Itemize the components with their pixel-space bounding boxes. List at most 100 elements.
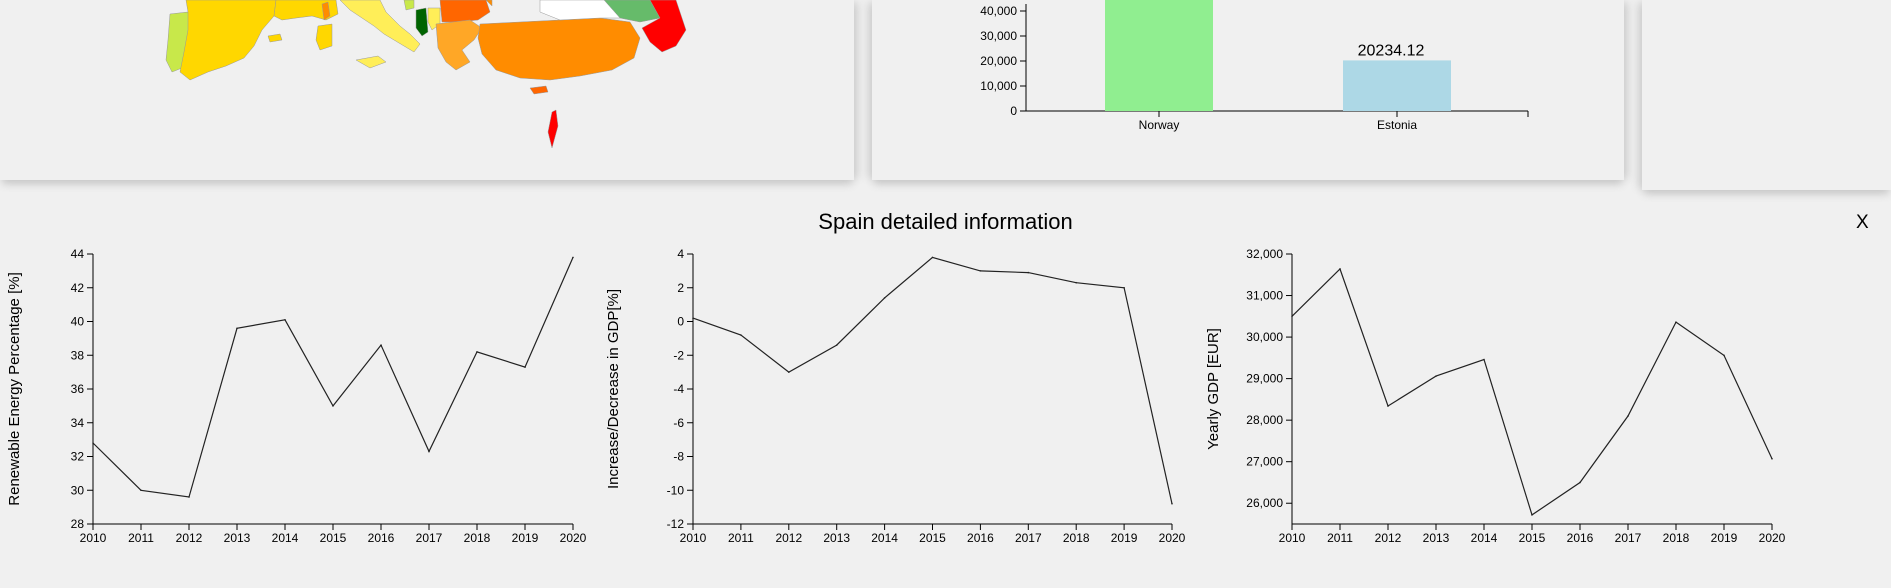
y-tick-label: -8 [673,450,684,464]
x-tick-label: 2013 [1423,531,1450,545]
map-country-black-sea-coast[interactable] [539,0,621,21]
y-tick-label: -2 [673,348,684,362]
y-tick-label: 28,000 [1246,413,1283,427]
bar-data-label: 20234.12 [1358,42,1425,59]
map-country-slovenia[interactable] [403,0,415,11]
data-point [1123,286,1125,289]
map-country-sardinia[interactable] [315,23,333,51]
map-panel [0,0,854,180]
data-point [1579,481,1581,484]
y-axis-label: Yearly GDP [EUR] [1205,328,1222,450]
x-tick-label: 2010 [80,531,107,545]
series-line [692,256,1173,504]
x-tick-label: 2013 [224,531,251,545]
map-country-balearic[interactable] [267,33,283,43]
data-point [1531,514,1533,516]
map-country-montenegro[interactable] [415,7,429,37]
x-tick-label: 2017 [1615,531,1642,545]
data-point [1627,415,1629,417]
y-tick-label: 27,000 [1246,455,1283,469]
data-point [92,442,94,444]
data-point [284,319,286,321]
data-point [1339,268,1341,270]
y-tick-label: 34 [71,416,85,430]
data-point [1291,315,1293,318]
data-point [524,366,526,368]
x-tick-label: 2020 [1159,531,1186,545]
data-point [931,256,934,259]
bar-estonia [1343,60,1451,111]
x-tick-label: 2014 [1471,531,1498,545]
x-tick-label: 2016 [967,531,994,545]
data-point [1483,358,1485,361]
x-tick-label: 2018 [1063,531,1090,545]
x-tick-label: 2017 [416,531,443,545]
data-point [788,371,790,373]
close-button[interactable]: X [1856,212,1869,233]
series-line [1291,267,1773,516]
map-country-serbia[interactable] [439,0,491,23]
data-point [692,317,694,319]
map-country-spain[interactable] [179,0,277,81]
x-tick-label: 2013 [823,531,850,545]
x-tick-label: 2010 [1279,531,1306,545]
map-country-israel[interactable] [547,109,559,149]
data-point [428,450,430,453]
y-tick-label: 26,000 [1246,496,1283,510]
map-country-cyprus[interactable] [529,85,549,95]
y-axis-label: Increase/Decrease in GDP[%] [605,289,622,489]
map-country-italy[interactable] [339,0,421,53]
map-country-bulgaria[interactable] [485,0,493,7]
data-point [740,334,742,336]
y-tick-label: 32 [71,450,85,464]
data-point [979,270,982,272]
x-tick-label: 2012 [1375,531,1402,545]
map-country-sicily[interactable] [355,55,387,69]
data-point [883,297,886,299]
y-tick-label: 36 [71,382,85,396]
y-tick-label: -10 [667,483,685,497]
y-tick-label: 44 [71,247,85,261]
line-chart-renewable: 28 30 32 34 36 38 40 42 44 2010 2011 2012 2013 2014 20… [6,247,587,545]
europe-map [165,0,687,149]
y-tick-label: 32,000 [1246,247,1283,261]
map-country-armenia-azerbaijan[interactable] [641,0,687,53]
data-point [572,256,574,259]
x-tick-label: 2014 [272,531,299,545]
x-tick-label: 2011 [1327,531,1353,545]
map-country-corsica[interactable] [321,1,331,21]
detail-title: Spain detailed information [818,209,1073,234]
data-point [1771,457,1773,460]
y-axis-label: Renewable Energy Percentage [%] [6,272,23,505]
y-tick-label: 30 [71,483,85,497]
x-tick-label: 2020 [560,531,587,545]
data-point [1075,281,1077,284]
data-point [1171,502,1173,505]
data-point [1387,405,1389,407]
data-point [1723,354,1725,357]
x-tick-label: 2010 [680,531,707,545]
x-tick-label: 2015 [320,531,347,545]
data-point [380,344,382,346]
x-tick-label: 2020 [1759,531,1786,545]
y-tick-label: 28 [71,517,85,531]
y-tick-label: -6 [673,416,684,430]
data-point [476,351,478,353]
y-tick-label: 0 [677,315,684,329]
map-country-greece[interactable] [435,19,483,71]
bar-y-tick-label: 10,000 [980,79,1017,93]
data-point [835,344,838,346]
x-tick-label: 2016 [368,531,395,545]
line-chart-yearly-gdp: 26,000 27,000 28,000 29,000 30,000 31,000 32,0… [1205,247,1786,545]
bar-y-tick-label: 40,000 [980,4,1017,18]
x-tick-label: 2019 [1111,531,1138,545]
x-tick-label: 2014 [871,531,898,545]
y-tick-label: 40 [71,315,85,329]
line-chart-gdp-change: -12 -10 -8 -6 -4 -2 0 2 4 2010 2011 2012 2013 2014 201… [605,247,1186,545]
data-point [1675,321,1677,323]
x-tick-label: 2017 [1015,531,1042,545]
x-tick-label: 2011 [128,531,154,545]
bar-y-tick-label: 30,000 [980,29,1017,43]
x-tick-label: 2019 [512,531,539,545]
